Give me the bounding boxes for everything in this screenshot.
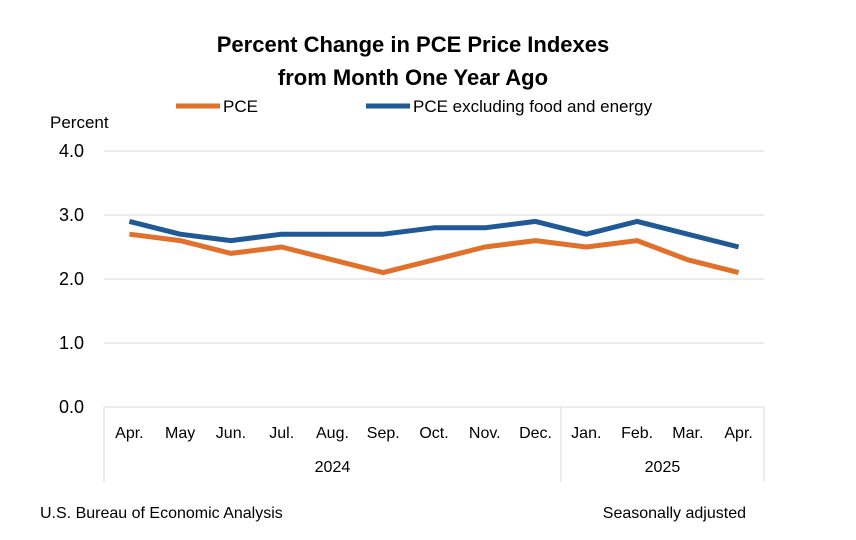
series-lines: [128, 218, 740, 276]
x-tick-label: Dec.: [519, 425, 552, 442]
x-tick-label: Apr.: [724, 425, 752, 442]
legend-label: PCE: [223, 97, 258, 116]
x-tick-label: Apr.: [115, 425, 143, 442]
x-tick-label: Mar.: [672, 425, 703, 442]
chart-subtitle: from Month One Year Ago: [278, 65, 548, 90]
y-tick-label: 3.0: [59, 205, 84, 225]
x-axis: Apr. May Jun. Jul. Aug. Sep. Oct. Nov. Dec. Jan. F…: [103, 406, 765, 482]
adjustment-note: Seasonally adjusted: [603, 505, 746, 522]
x-tick-label: Nov.: [469, 425, 501, 442]
series-line: [129, 231, 740, 276]
x-tick-label: Jul.: [269, 425, 294, 442]
y-tick-label: 4.0: [59, 141, 84, 161]
y-axis-label: Percent: [50, 113, 109, 132]
y-tick-label: 1.0: [59, 333, 84, 353]
x-tick-label: Aug.: [316, 425, 349, 442]
legend: PCE PCE excluding food and energy: [176, 97, 653, 116]
x-tick-label: Sep.: [367, 425, 400, 442]
y-tick-label: 0.0: [59, 397, 84, 417]
source-note: U.S. Bureau of Economic Analysis: [40, 505, 283, 522]
x-group-label: 2024: [315, 459, 351, 476]
x-tick-label: Feb.: [621, 425, 653, 442]
x-tick-label: Oct.: [419, 425, 448, 442]
gridlines: [104, 150, 764, 344]
series-line: [128, 218, 740, 250]
x-tick-label: Jun.: [216, 425, 246, 442]
chart-title: Percent Change in PCE Price Indexes: [217, 32, 609, 57]
legend-label: PCE excluding food and energy: [413, 97, 653, 116]
x-tick-label: Jan.: [571, 425, 601, 442]
y-axis-ticks: 0.0 1.0 2.0 3.0 4.0: [59, 141, 84, 417]
x-tick-label: May: [165, 425, 195, 442]
y-tick-label: 2.0: [59, 269, 84, 289]
x-group-label: 2025: [645, 459, 681, 476]
